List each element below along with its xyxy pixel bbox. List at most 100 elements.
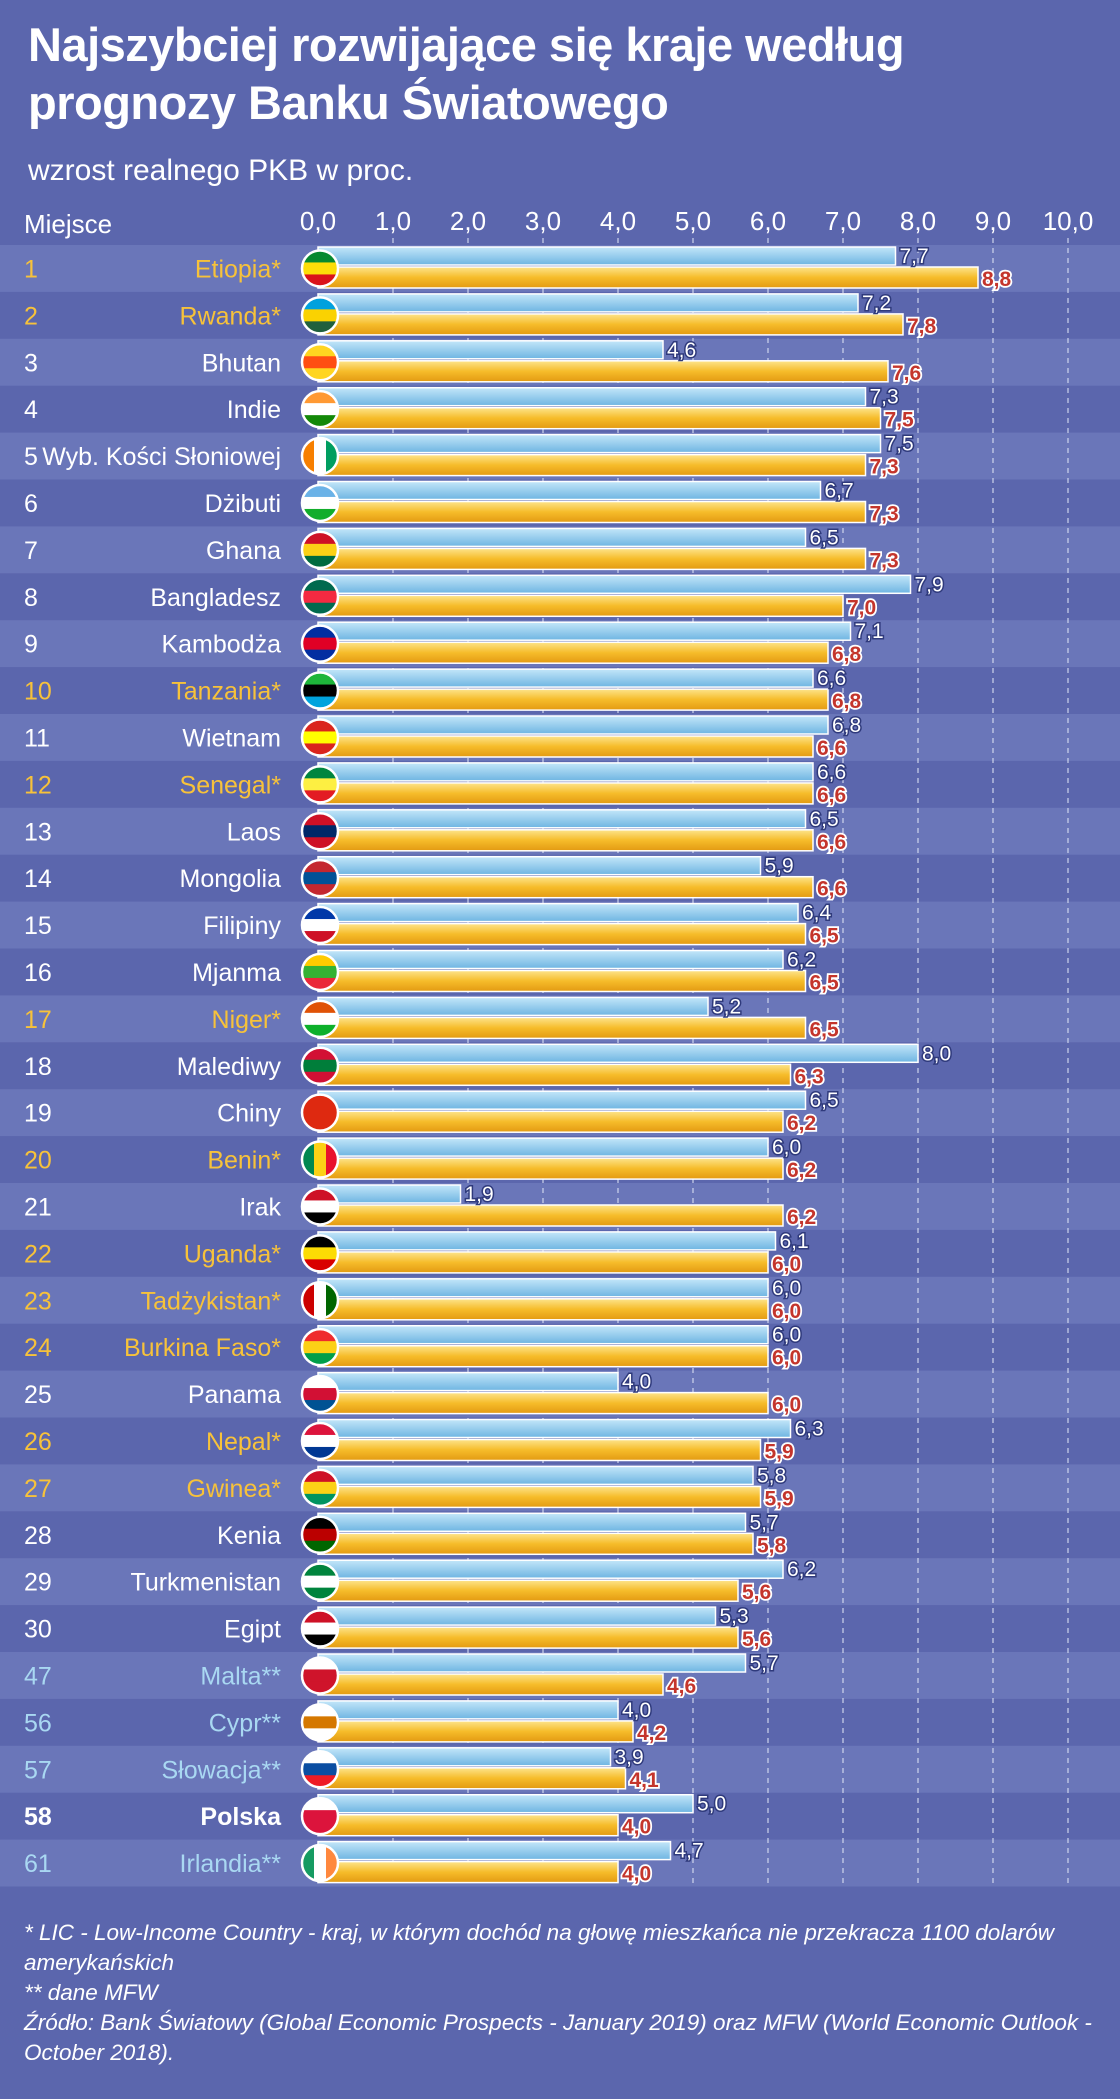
country-label: Bhutan: [202, 349, 281, 377]
country-label: Dżibuti: [205, 490, 281, 518]
rank-label: 1: [24, 255, 38, 283]
value-label-2018: 6,3: [795, 1418, 824, 1441]
bar-2018: [317, 1559, 784, 1579]
bar-2019: [317, 1532, 754, 1556]
bar-2019: [317, 1438, 762, 1462]
bar-2019: [317, 1673, 664, 1696]
bar-2019: [317, 875, 814, 899]
bar-2018: [317, 340, 664, 360]
value-label-2019: 6,3: [795, 1065, 824, 1088]
chart-subtitle: wzrost realnego PKB w proc.: [28, 154, 414, 187]
bar-chart: 0,0 1,0 2,0 3,0 4,0 5,0 6,0 7,0 8,0 9,0 10,0 7,7 8,…: [0, 206, 1120, 1887]
country-label: Chiny: [217, 1100, 281, 1128]
rank-label: 56: [24, 1709, 52, 1737]
value-label-2019: 7,3: [870, 503, 899, 526]
value-label-2018: 6,6: [817, 761, 846, 784]
bar-2018: [317, 1418, 792, 1439]
country-label: Kenia: [217, 1522, 281, 1550]
bar-2019: [317, 1063, 792, 1087]
value-label-2019: 6,0: [772, 1300, 801, 1323]
country-label: Tadżykistan*: [141, 1287, 282, 1315]
rank-label: 20: [24, 1147, 52, 1175]
value-label-2018: 8,0: [922, 1042, 951, 1065]
bar-2018: [317, 949, 784, 970]
bar-2018: [317, 1043, 919, 1064]
rank-label: 15: [24, 912, 52, 940]
country-label: Benin*: [207, 1147, 281, 1175]
value-label-2018: 7,7: [900, 245, 929, 268]
bar-2018: [317, 1747, 612, 1767]
value-label-2019: 6,2: [787, 1206, 816, 1229]
value-label-2019: 8,8: [982, 268, 1012, 291]
value-label-2018: 5,8: [757, 1464, 786, 1487]
rank-label: 13: [24, 818, 52, 846]
rank-label: 24: [24, 1334, 52, 1362]
rank-label: 28: [24, 1522, 52, 1550]
value-label-2018: 7,9: [915, 573, 944, 596]
value-label-2018: 5,2: [712, 995, 741, 1018]
value-label-2019: 6,0: [772, 1394, 801, 1417]
value-label-2019: 6,2: [787, 1112, 816, 1135]
rank-label: 14: [24, 865, 52, 893]
rank-column-header: Miejsce: [24, 209, 113, 239]
rank-label: 19: [24, 1100, 52, 1128]
value-label-2019: 7,0: [847, 596, 876, 619]
bar-2019: [317, 1485, 762, 1509]
bar-2019: [317, 1391, 769, 1415]
bar-2019: [317, 1251, 769, 1274]
value-label-2018: 6,0: [772, 1136, 801, 1159]
bar-2018: [317, 1184, 462, 1204]
bar-2019: [317, 1813, 619, 1837]
value-label-2018: 4,0: [622, 1699, 651, 1722]
value-label-2019: 7,6: [892, 362, 921, 385]
value-label-2019: 6,8: [832, 690, 862, 713]
value-label-2019: 5,6: [742, 1581, 771, 1604]
bar-2019: [317, 1298, 769, 1321]
value-label-2019: 6,6: [817, 831, 846, 854]
bar-2018: [317, 386, 867, 407]
chart-title: Najszybciej rozwijające się kraje według…: [28, 18, 905, 129]
bar-2019: [317, 266, 979, 289]
value-label-2018: 6,8: [832, 714, 861, 737]
country-label: Cypr**: [209, 1709, 282, 1737]
value-label-2019: 6,0: [772, 1347, 801, 1370]
bar-2019: [317, 1204, 784, 1227]
rank-label: 18: [24, 1053, 52, 1081]
value-label-2018: 7,3: [870, 386, 899, 409]
value-label-2018: 5,9: [765, 855, 794, 878]
country-label: Rwanda*: [180, 302, 282, 330]
bar-2018: [317, 433, 882, 454]
value-label-2018: 6,6: [817, 667, 846, 690]
rank-label: 3: [24, 349, 38, 377]
rank-label: 26: [24, 1428, 52, 1456]
value-label-2019: 6,2: [787, 1159, 816, 1182]
value-label-2019: 5,9: [765, 1441, 794, 1464]
bar-2019: [317, 500, 867, 524]
country-label: Kambodża: [161, 631, 281, 659]
footnotes: * LIC - Low-Income Country - kraj, w któ…: [24, 1918, 1109, 2068]
value-label-2018: 1,9: [465, 1183, 494, 1206]
value-label-2018: 6,4: [802, 902, 832, 925]
bar-2019: [317, 782, 814, 805]
value-label-2018: 6,0: [772, 1324, 801, 1347]
value-label-2019: 7,5: [885, 409, 915, 432]
rank-label: 6: [24, 490, 38, 518]
value-label-2018: 6,5: [810, 1089, 839, 1112]
country-label: Słowacja**: [161, 1756, 281, 1784]
bar-2018: [317, 1512, 747, 1533]
rank-label: 4: [24, 396, 38, 424]
country-label: Filipiny: [203, 912, 281, 940]
bar-2019: [317, 1626, 739, 1649]
x-tick-label: 3,0: [525, 206, 561, 236]
country-label: Egipt: [224, 1616, 281, 1644]
country-label: Burkina Faso*: [124, 1334, 281, 1362]
country-label: Bangladesz: [150, 584, 281, 612]
country-label: Malediwy: [177, 1053, 282, 1081]
bar-2018: [317, 1278, 769, 1298]
bar-2019: [317, 547, 867, 571]
value-label-2019: 6,0: [772, 1253, 801, 1276]
value-label-2019: 6,5: [810, 925, 840, 948]
value-label-2019: 6,6: [817, 737, 846, 760]
bar-2019: [317, 1157, 784, 1180]
rank-label: 23: [24, 1287, 52, 1315]
